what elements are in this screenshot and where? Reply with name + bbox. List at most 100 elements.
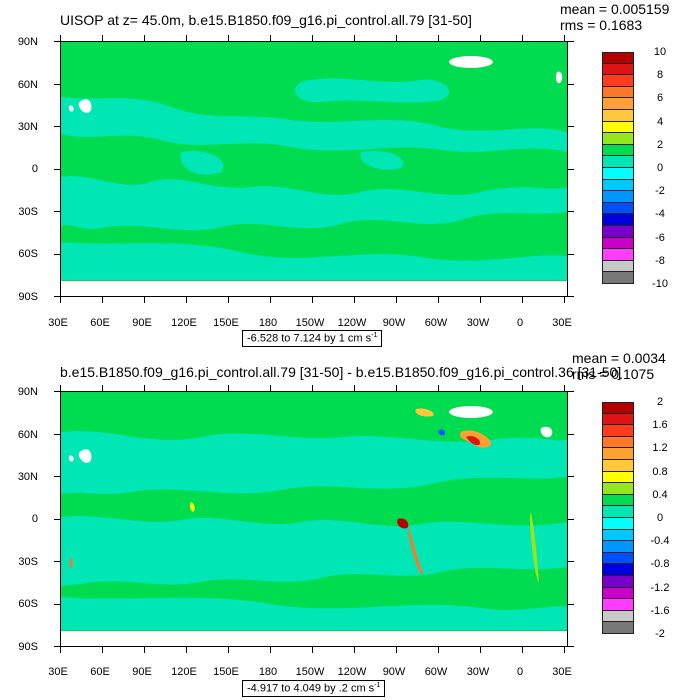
colorbar-swatch <box>602 425 634 437</box>
lon-label: 150W <box>295 317 325 329</box>
lon-tick <box>438 647 439 653</box>
colorbar-swatch <box>602 179 634 192</box>
colorbar-swatch <box>602 249 634 261</box>
lon-tick <box>480 35 481 41</box>
panel-2-scale-box: -4.917 to 4.049 by .2 cm s-1 <box>242 680 386 697</box>
lat-tick <box>568 518 574 520</box>
lat-tick <box>54 296 60 297</box>
colorbar-swatch <box>602 448 634 460</box>
lon-label: 90E <box>132 317 152 329</box>
lat-tick <box>568 83 574 85</box>
lon-tick <box>396 385 397 391</box>
panel-1-title: UISOP at z= 45.0m, b.e15.B1850.f09_g16.p… <box>60 12 472 28</box>
lon-tick <box>186 385 187 391</box>
lat-tick <box>54 83 60 85</box>
colorbar-label: 1.6 <box>652 419 668 432</box>
colorbar-swatch <box>602 529 634 542</box>
lon-tick <box>354 297 355 303</box>
lon-label: 90E <box>132 666 152 678</box>
lat-tick <box>568 296 574 297</box>
lon-tick <box>396 297 397 303</box>
lon-label: 30W <box>466 666 490 678</box>
lon-tick <box>144 35 145 41</box>
lon-label: 180 <box>258 666 278 678</box>
lon-tick <box>522 297 523 303</box>
lat-tick <box>54 476 60 477</box>
lat-tick <box>568 476 574 477</box>
colorbar-label: -1.2 <box>650 581 670 594</box>
lat-tick <box>54 603 60 605</box>
colorbar-label: -2 <box>655 185 665 198</box>
colorbar-label: -8 <box>655 254 665 267</box>
lon-label: 120W <box>337 317 367 329</box>
lon-tick <box>522 35 523 41</box>
lon-tick <box>186 647 187 653</box>
colorbar-swatch <box>602 214 634 226</box>
panel-2-rms: rms = 0.1075 <box>572 366 655 382</box>
lon-label: 90W <box>382 317 406 329</box>
colorbar-swatch <box>602 564 634 576</box>
lon-label: 60W <box>424 666 448 678</box>
lat-tick <box>54 168 60 170</box>
lon-label: 120W <box>337 666 367 678</box>
colorbar-swatch <box>602 98 634 110</box>
colorbar-swatch <box>602 436 634 449</box>
lat-label: 0 <box>31 163 38 175</box>
lat-tick <box>568 253 574 255</box>
panel-2-scale-exp: -1 <box>374 682 381 689</box>
colorbar-label: -4 <box>655 208 665 221</box>
lat-tick <box>54 391 60 392</box>
lat-label: 60S <box>18 598 38 610</box>
colorbar-swatch <box>602 575 634 588</box>
lat-tick <box>54 126 60 127</box>
lat-tick <box>568 433 574 435</box>
lon-tick <box>312 385 313 391</box>
lat-tick <box>568 126 574 127</box>
lon-tick <box>438 385 439 391</box>
lon-tick <box>354 385 355 391</box>
lon-tick <box>60 35 61 41</box>
lon-label: 150W <box>295 666 325 678</box>
lon-tick <box>186 297 187 303</box>
panel-1-scale-box: -6.528 to 7.124 by 1 cm s-1 <box>242 330 383 347</box>
lat-label: 30S <box>18 206 38 218</box>
colorbar-swatch <box>602 610 634 623</box>
lon-tick <box>438 35 439 41</box>
lon-label: 150E <box>213 317 239 329</box>
panel-2-map-field <box>61 392 567 646</box>
lat-tick <box>54 518 60 520</box>
lat-tick <box>568 211 574 212</box>
colorbar-label: 6 <box>656 92 664 105</box>
lon-tick <box>396 35 397 41</box>
lon-tick <box>102 35 103 41</box>
colorbar-label: 0.4 <box>652 488 668 501</box>
colorbar-swatch <box>602 121 634 134</box>
lat-tick <box>54 41 60 42</box>
colorbar-label: -10 <box>652 278 668 290</box>
lat-label: 90S <box>18 291 38 303</box>
panel-2-mean: mean = 0.0034 <box>572 350 666 366</box>
lat-label: 90N <box>17 386 38 398</box>
lon-tick <box>522 647 523 653</box>
colorbar-swatch <box>602 483 634 495</box>
colorbar-label: -0.4 <box>650 535 670 548</box>
lat-label: 60S <box>18 248 38 260</box>
colorbar-swatch <box>602 144 634 157</box>
colorbar-label: 8 <box>656 69 664 82</box>
lon-tick <box>270 647 271 653</box>
lon-tick <box>438 297 439 303</box>
panel-2-scale-text: -4.917 to 4.049 by .2 cm s <box>247 682 375 695</box>
panel-2-title: b.e15.B1850.f09_g16.pi_control.all.79 [3… <box>60 364 622 380</box>
colorbar-label: -2 <box>655 628 665 640</box>
lat-label: 30S <box>18 556 38 568</box>
colorbar-label: -0.8 <box>650 558 670 571</box>
lat-label: 90S <box>18 641 38 653</box>
lon-tick <box>228 35 229 41</box>
lat-label: 0 <box>31 513 38 525</box>
lat-tick <box>568 391 574 392</box>
lon-label: 0 <box>516 317 524 329</box>
lon-tick <box>144 647 145 653</box>
colorbar-swatch <box>602 237 634 250</box>
colorbar-swatch <box>602 552 634 565</box>
colorbar-swatch <box>602 167 634 180</box>
